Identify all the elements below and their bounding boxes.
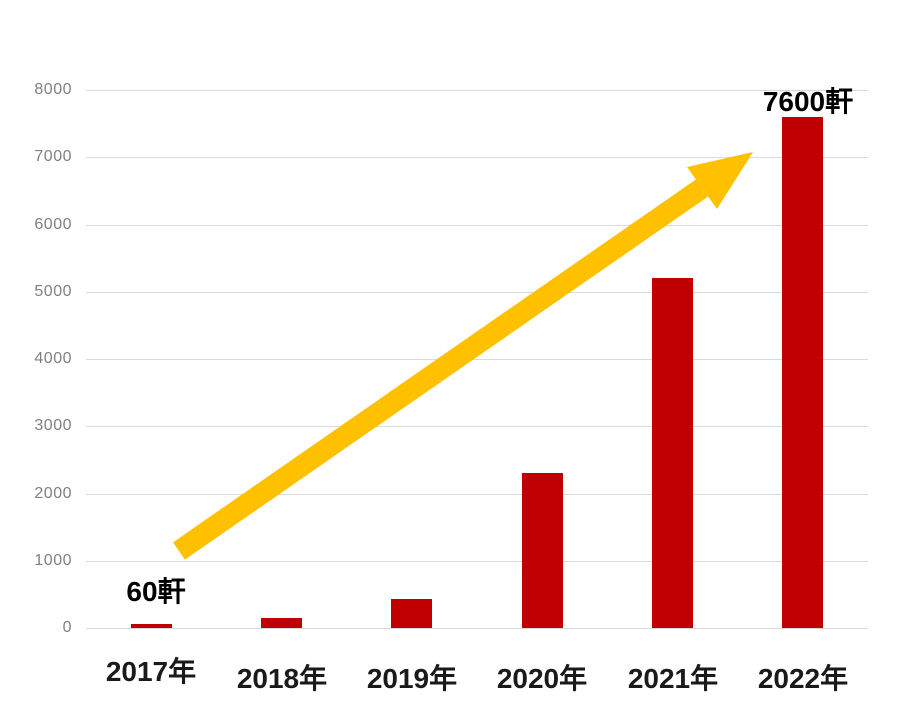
category-label: 2019年 [366, 663, 458, 694]
y-tick-label: 6000 [34, 216, 72, 233]
gridline-8000 [86, 90, 868, 91]
annotation-label: 60軒 [126, 576, 186, 607]
arrow-head [687, 152, 753, 209]
bar-2021年 [652, 278, 693, 628]
bar-2018年 [261, 618, 302, 628]
gridline-0 [86, 628, 868, 629]
category-label: 2018年 [236, 663, 328, 694]
bar-2020年 [522, 473, 563, 628]
y-tick-label: 1000 [34, 552, 72, 569]
gridline-7000 [86, 157, 868, 158]
bar-2022年 [782, 117, 823, 628]
y-tick-label: 7000 [34, 148, 72, 165]
y-tick-label: 8000 [34, 81, 72, 98]
annotation-label: 7600軒 [762, 86, 854, 117]
category-label: 2017年 [105, 656, 197, 687]
arrow-shaft [173, 179, 708, 560]
y-tick-label: 4000 [34, 350, 72, 367]
bar-2017年 [131, 624, 172, 628]
gridline-1000 [86, 561, 868, 562]
category-label: 2020年 [496, 663, 588, 694]
y-tick-label: 5000 [34, 283, 72, 300]
bar-2019年 [391, 599, 432, 628]
category-label: 2022年 [757, 663, 849, 694]
gridline-2000 [86, 494, 868, 495]
gridline-4000 [86, 359, 868, 360]
y-tick-label: 2000 [34, 485, 72, 502]
gridline-6000 [86, 225, 868, 226]
y-tick-label: 3000 [34, 417, 72, 434]
gridline-3000 [86, 426, 868, 427]
category-label: 2021年 [627, 663, 719, 694]
y-tick-label: 0 [62, 619, 72, 636]
gridline-5000 [86, 292, 868, 293]
